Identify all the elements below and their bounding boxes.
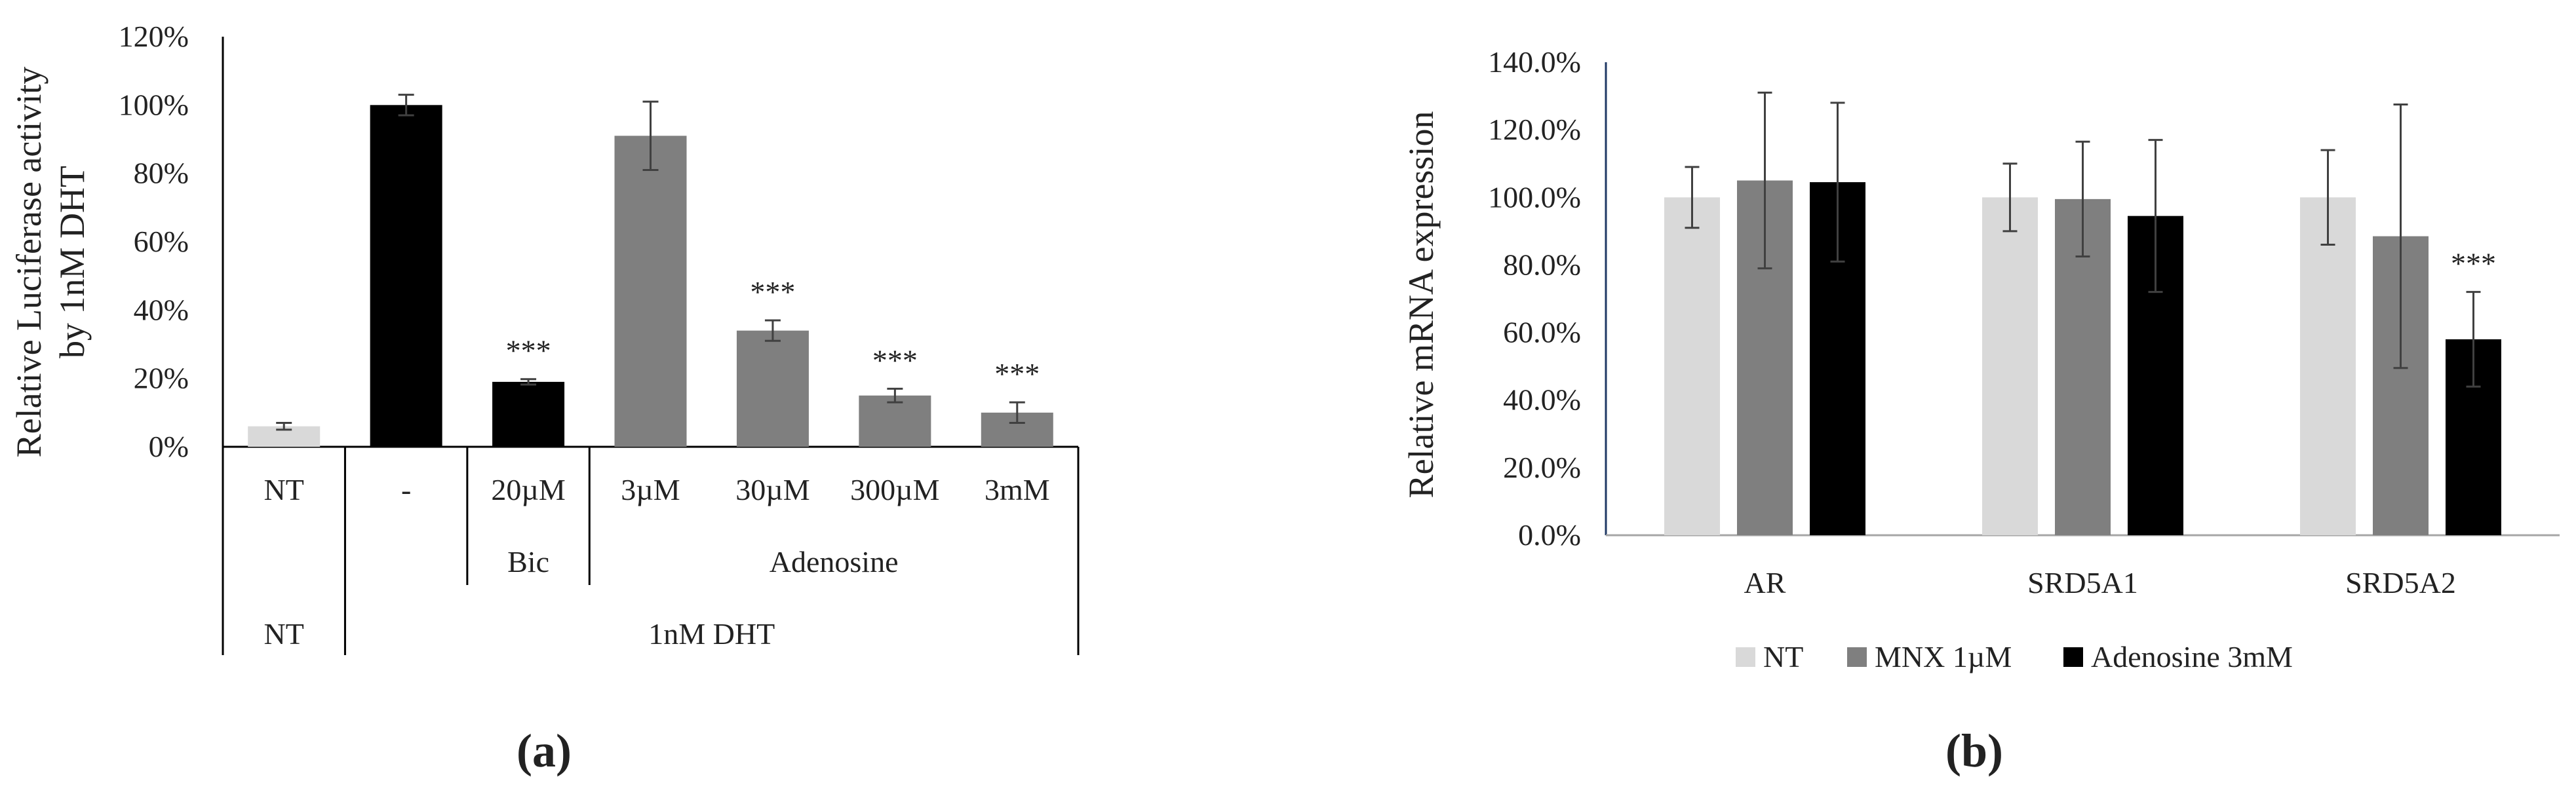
a-bar	[859, 395, 931, 447]
b-y-tick-label: 40.0%	[1503, 383, 1581, 417]
b-legend-label: MNX 1µM	[1875, 640, 2012, 673]
a-y-tick-label: 60%	[134, 225, 189, 258]
a-significance-label: ***	[506, 334, 551, 368]
b-category-label: SRD5A1	[2027, 566, 2138, 599]
b-legend-swatch	[1736, 647, 1755, 667]
b-bar	[1664, 197, 1720, 535]
b-legend-label: Adenosine 3mM	[2091, 640, 2293, 673]
b-y-tick-label: 0.0%	[1518, 518, 1581, 552]
a-y-axis-label-line1: Relative Luciferase activity	[9, 67, 49, 458]
a-y-tick-label: 120%	[119, 20, 189, 53]
a-significance-label: ***	[994, 357, 1040, 390]
a-group-label: 1nM DHT	[648, 617, 775, 651]
b-legend-swatch	[2063, 647, 2083, 667]
b-panel-label: (b)	[1945, 725, 2003, 777]
a-category-label: 30µM	[735, 473, 810, 506]
b-bar	[2300, 197, 2356, 535]
a-category-label: NT	[264, 473, 304, 506]
a-category-label: 300µM	[850, 473, 939, 506]
a-group-label: NT	[264, 617, 304, 651]
b-y-tick-label: 100.0%	[1488, 180, 1581, 214]
a-y-tick-label: 20%	[134, 362, 189, 395]
b-category-label: SRD5A2	[2345, 566, 2456, 599]
a-group-label: Bic	[507, 545, 549, 578]
b-y-tick-label: 140.0%	[1488, 45, 1581, 79]
a-significance-label: ***	[872, 343, 918, 377]
a-bar	[736, 330, 809, 447]
chart-b: 0.0% 20.0% 40.0% 60.0% 80.0% 100.0% 120.0% 140.…	[1401, 45, 2560, 777]
a-y-axis-label-line2: by 1nM DHT	[52, 166, 92, 358]
chart-a: 0% 20% 40% 60% 80% 100% 120% Relative Luciferas…	[9, 20, 1080, 777]
a-category-label: -	[401, 473, 411, 506]
b-category-label: AR	[1744, 566, 1786, 599]
a-significance-label: ***	[750, 275, 795, 309]
b-legend-label: NT	[1763, 640, 1803, 673]
a-panel-label: (a)	[517, 725, 572, 777]
a-category-label: 20µM	[491, 473, 565, 506]
b-y-tick-label: 60.0%	[1503, 316, 1581, 349]
a-category-label: 3µM	[621, 473, 680, 506]
a-y-tick-label: 100%	[119, 88, 189, 121]
b-bar	[1982, 197, 2038, 535]
a-bar	[614, 136, 687, 447]
a-y-tick-label: 0%	[149, 430, 189, 463]
a-group-label: Adenosine	[770, 545, 899, 578]
b-significance-label: ***	[2451, 247, 2496, 280]
b-legend-swatch	[1847, 647, 1867, 667]
a-bar	[492, 381, 565, 447]
a-y-tick-label: 40%	[134, 293, 189, 326]
b-y-axis-label: Relative mRNA expression	[1401, 111, 1441, 499]
b-y-tick-label: 120.0%	[1488, 113, 1581, 146]
b-y-tick-label: 80.0%	[1503, 248, 1581, 281]
a-category-label: 3mM	[985, 473, 1050, 506]
a-y-tick-label: 80%	[134, 157, 189, 190]
b-y-tick-label: 20.0%	[1503, 451, 1581, 484]
a-bar	[370, 105, 442, 447]
